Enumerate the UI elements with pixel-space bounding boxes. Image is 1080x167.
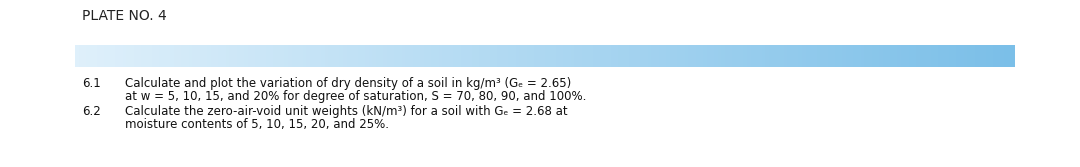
Text: at w = 5, 10, 15, and 20% for degree of saturation, S = 70, 80, 90, and 100%.: at w = 5, 10, 15, and 20% for degree of … [125, 90, 586, 103]
Text: 6.2: 6.2 [82, 105, 100, 118]
Text: Calculate and plot the variation of dry density of a soil in kg/m³ (Gₑ = 2.65): Calculate and plot the variation of dry … [125, 77, 571, 90]
Text: 6.1: 6.1 [82, 77, 100, 90]
Text: PLATE NO. 4: PLATE NO. 4 [82, 9, 166, 23]
Text: Problems: Problems [83, 49, 157, 63]
Text: moisture contents of 5, 10, 15, 20, and 25%.: moisture contents of 5, 10, 15, 20, and … [125, 118, 389, 131]
Text: Calculate the zero-air-void unit weights (kN/m³) for a soil with Gₑ = 2.68 at: Calculate the zero-air-void unit weights… [125, 105, 568, 118]
